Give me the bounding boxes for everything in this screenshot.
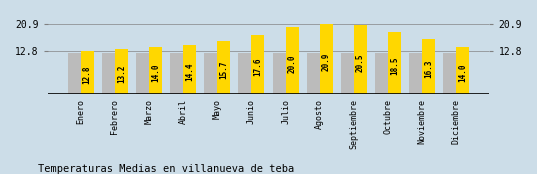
Bar xyxy=(307,53,320,94)
Bar xyxy=(115,49,128,94)
Bar xyxy=(422,39,435,94)
Bar xyxy=(444,53,456,94)
Bar xyxy=(341,53,354,94)
Bar xyxy=(136,53,149,94)
Bar xyxy=(320,24,333,94)
Bar xyxy=(170,53,183,94)
Bar xyxy=(375,53,388,94)
Bar xyxy=(238,53,251,94)
Bar xyxy=(251,35,264,94)
Text: 12.8: 12.8 xyxy=(83,65,92,84)
Bar xyxy=(149,47,162,94)
Text: 14.4: 14.4 xyxy=(185,63,194,81)
Text: 16.3: 16.3 xyxy=(424,60,433,78)
Bar xyxy=(354,25,367,94)
Bar xyxy=(204,53,217,94)
Text: Temperaturas Medias en villanueva de teba: Temperaturas Medias en villanueva de teb… xyxy=(38,164,294,174)
Bar xyxy=(456,47,469,94)
Bar xyxy=(273,53,286,94)
Bar xyxy=(68,53,81,94)
Text: 14.0: 14.0 xyxy=(459,63,467,82)
Bar xyxy=(217,41,230,94)
Text: 20.5: 20.5 xyxy=(356,54,365,72)
Bar xyxy=(409,53,422,94)
Bar xyxy=(81,51,93,94)
Text: 15.7: 15.7 xyxy=(219,61,228,79)
Text: 14.0: 14.0 xyxy=(151,63,160,82)
Bar xyxy=(286,27,299,94)
Text: 13.2: 13.2 xyxy=(117,65,126,83)
Text: 20.9: 20.9 xyxy=(322,53,331,72)
Bar xyxy=(183,45,196,94)
Text: 17.6: 17.6 xyxy=(253,58,263,76)
Bar xyxy=(388,32,401,94)
Text: 18.5: 18.5 xyxy=(390,57,399,75)
Text: 20.0: 20.0 xyxy=(288,54,296,73)
Bar xyxy=(102,53,115,94)
